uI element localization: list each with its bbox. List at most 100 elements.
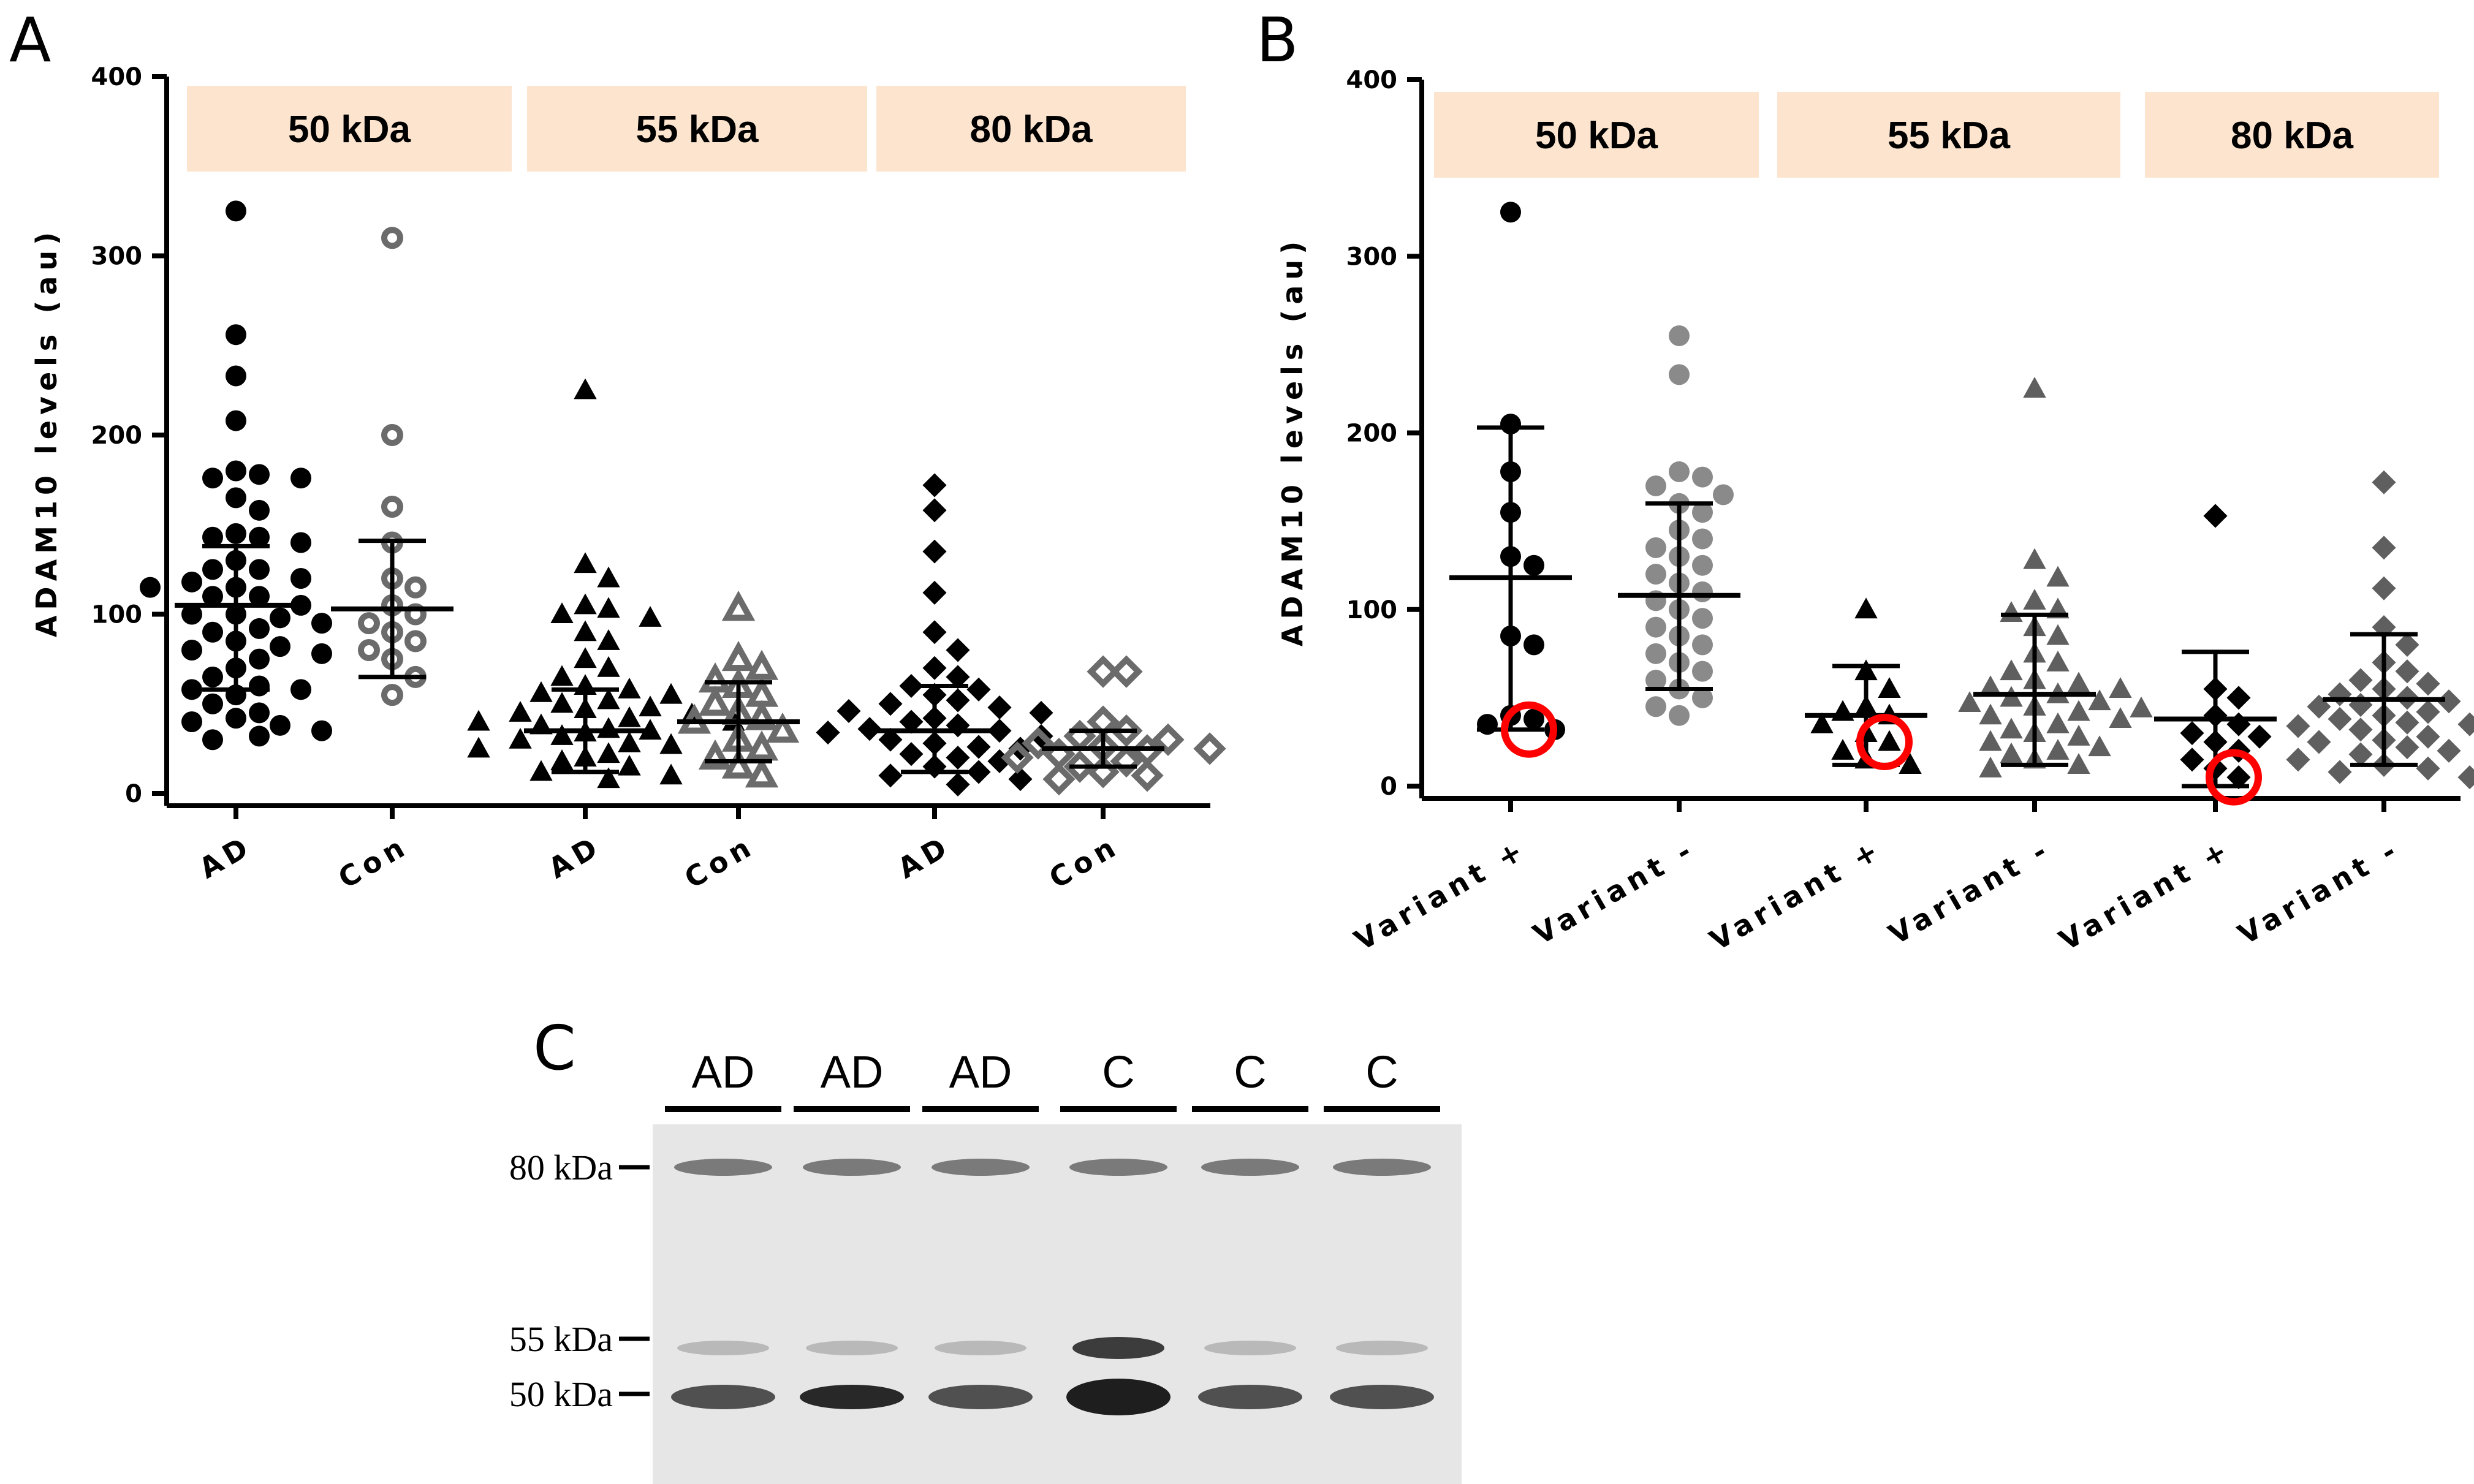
data-point bbox=[2416, 672, 2440, 696]
blot-band bbox=[935, 1341, 1026, 1355]
blot-band bbox=[1201, 1159, 1299, 1176]
y-tick-label: 400 bbox=[91, 63, 143, 91]
data-point bbox=[467, 736, 490, 758]
data-point bbox=[1645, 564, 1666, 585]
kda-band-box bbox=[187, 86, 512, 172]
data-point bbox=[2023, 588, 2046, 610]
data-point bbox=[181, 679, 202, 700]
data-point bbox=[2023, 377, 2046, 398]
blot-band bbox=[1333, 1159, 1431, 1176]
data-point bbox=[1645, 696, 1666, 717]
data-point bbox=[899, 710, 924, 734]
data-point bbox=[618, 754, 641, 776]
data-point bbox=[249, 725, 270, 747]
data-point bbox=[1979, 730, 2002, 751]
panel-a-letter: A bbox=[9, 4, 51, 76]
data-point bbox=[226, 200, 246, 222]
data-point bbox=[721, 748, 756, 779]
data-point bbox=[2416, 700, 2440, 724]
data-point bbox=[639, 719, 662, 740]
data-point bbox=[966, 760, 991, 784]
data-point bbox=[226, 324, 246, 346]
data-point bbox=[1022, 727, 1055, 760]
data-point bbox=[249, 499, 270, 521]
data-point bbox=[202, 666, 223, 687]
highlight-ring bbox=[1856, 713, 1913, 770]
blot-band bbox=[1198, 1385, 1302, 1409]
data-point bbox=[2226, 765, 2251, 790]
data-point bbox=[311, 613, 332, 634]
y-tick-label: 0 bbox=[1380, 773, 1397, 801]
x-category-label: Con bbox=[333, 829, 414, 895]
panel-a: A ADAM10 levels (au) 50 kDa 55 kDa 80 kDa 0… bbox=[9, 4, 1226, 895]
data-point bbox=[1692, 502, 1713, 523]
data-point bbox=[202, 621, 223, 643]
data-point bbox=[1152, 723, 1185, 756]
data-point bbox=[1692, 466, 1713, 488]
kda-band-label: 55 kDa bbox=[636, 108, 759, 151]
data-point bbox=[2328, 760, 2352, 784]
data-point bbox=[639, 695, 662, 717]
data-point bbox=[721, 590, 756, 621]
data-point bbox=[2457, 765, 2474, 790]
data-point bbox=[2000, 601, 2023, 623]
data-point bbox=[2372, 576, 2396, 600]
lane-label: C bbox=[1234, 1047, 1266, 1097]
data-point bbox=[1110, 655, 1143, 688]
lane-label: C bbox=[1365, 1047, 1398, 1097]
data-point bbox=[1669, 364, 1690, 385]
data-point bbox=[922, 620, 947, 645]
data-point bbox=[249, 464, 270, 485]
data-point bbox=[358, 612, 380, 635]
blot-band bbox=[1072, 1337, 1164, 1359]
data-point bbox=[509, 700, 532, 722]
blot-band bbox=[806, 1341, 898, 1355]
data-point bbox=[2416, 756, 2440, 781]
data-point bbox=[550, 692, 574, 713]
kda-band-box bbox=[876, 86, 1186, 172]
data-point bbox=[226, 460, 246, 482]
data-point bbox=[1669, 461, 1690, 482]
data-point bbox=[249, 526, 270, 548]
data-point bbox=[765, 712, 800, 743]
data-point bbox=[597, 688, 620, 710]
data-point bbox=[745, 700, 779, 730]
data-point bbox=[311, 643, 332, 664]
data-point bbox=[966, 677, 991, 702]
data-point bbox=[698, 739, 732, 770]
data-point bbox=[987, 719, 1012, 743]
data-point bbox=[2348, 692, 2373, 717]
data-point bbox=[529, 760, 553, 781]
data-point bbox=[2226, 712, 2251, 736]
data-point bbox=[2046, 738, 2070, 760]
data-point bbox=[1645, 475, 1666, 496]
data-point bbox=[1029, 700, 1053, 725]
data-point bbox=[2067, 700, 2090, 721]
data-point bbox=[2109, 677, 2132, 698]
kda-band-label: 80 kDa bbox=[2231, 115, 2353, 157]
panel-b-letter: B bbox=[1256, 4, 1299, 76]
data-point bbox=[2000, 717, 2023, 739]
data-point bbox=[290, 468, 311, 489]
blot-band bbox=[803, 1159, 901, 1176]
data-point bbox=[550, 602, 574, 624]
data-point bbox=[1692, 581, 1713, 602]
y-tick-label: 300 bbox=[1346, 243, 1398, 271]
data-point bbox=[550, 749, 574, 770]
data-point bbox=[249, 559, 270, 580]
data-point bbox=[574, 593, 597, 615]
y-tick-label: 300 bbox=[91, 243, 143, 271]
data-point bbox=[946, 713, 970, 738]
data-point bbox=[2088, 689, 2111, 711]
data-point bbox=[1110, 744, 1143, 778]
panel-b: B ADAM10 levels (au) 50 kDa 55 kDa 80 kDa 0… bbox=[1256, 4, 2474, 957]
data-point bbox=[2046, 712, 2070, 733]
data-point bbox=[2180, 721, 2204, 746]
data-point bbox=[404, 603, 427, 626]
data-point bbox=[2000, 659, 2023, 681]
blot-band bbox=[1330, 1385, 1434, 1409]
data-point bbox=[381, 684, 403, 706]
data-point bbox=[837, 698, 861, 723]
x-category-label: Variant + bbox=[1349, 832, 1533, 957]
